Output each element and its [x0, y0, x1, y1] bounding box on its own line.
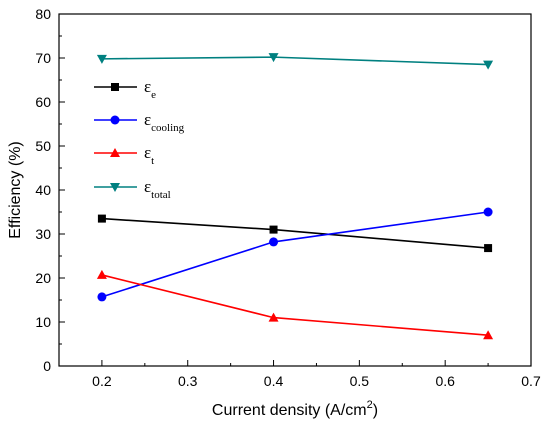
data-point-total — [483, 60, 494, 70]
data-point-e — [484, 244, 493, 253]
y-tick-label: 20 — [35, 270, 51, 286]
data-point-e — [97, 214, 106, 223]
data-point-e — [269, 225, 278, 234]
x-tick-label: 0.3 — [178, 373, 198, 389]
data-point-total — [268, 53, 279, 63]
legend-label-cooling: εcooling — [144, 110, 185, 134]
y-tick-label: 50 — [35, 138, 51, 154]
x-tick-label: 0.2 — [92, 373, 112, 389]
legend-marker-t — [110, 148, 120, 157]
series-markers — [96, 53, 494, 340]
legend-label-total: εtotal — [144, 177, 171, 201]
data-point-cooling — [269, 237, 279, 247]
x-tick-label: 0.5 — [350, 373, 370, 389]
y-tick-label: 30 — [35, 226, 51, 242]
legend: εe εcooling εt εtotal — [94, 77, 185, 201]
x-axis-title-main: Current density (A/cm — [212, 402, 367, 419]
series-line-e — [101, 217, 489, 249]
x-tick-label: 0.4 — [264, 373, 284, 389]
x-axis-title-superscript: 2 — [367, 399, 373, 411]
data-point-t — [96, 269, 107, 279]
series-line-t — [101, 274, 489, 336]
y-tick-label: 10 — [35, 314, 51, 330]
data-point-t — [268, 312, 279, 322]
x-axis-title-suffix: ) — [373, 402, 378, 419]
data-point-t — [483, 330, 494, 340]
data-point-cooling — [483, 207, 493, 217]
legend-marker-total — [110, 183, 120, 192]
x-axis-ticks: 0.2 0.3 0.4 0.5 0.6 0.7 — [58, 360, 541, 389]
legend-marker-cooling — [110, 115, 120, 125]
data-point-total — [96, 54, 107, 64]
data-point-cooling — [97, 292, 107, 302]
y-tick-label: 0 — [43, 358, 51, 374]
series-line-total — [101, 56, 489, 66]
y-tick-label: 40 — [35, 182, 51, 198]
y-tick-label: 70 — [35, 50, 51, 66]
legend-label-e: εe — [144, 77, 156, 101]
y-axis-title: Efficiency (%) — [7, 141, 24, 239]
y-tick-label: 80 — [35, 6, 51, 22]
series-line-cooling — [101, 211, 489, 298]
x-tick-label: 0.7 — [521, 373, 541, 389]
x-tick-label: 0.6 — [435, 373, 455, 389]
x-axis-title: Current density (A/cm2) — [212, 399, 378, 419]
legend-label-t: εt — [144, 143, 154, 167]
plot-frame — [58, 13, 532, 367]
legend-marker-e — [111, 83, 119, 91]
y-axis-ticks: 0 10 20 30 40 50 60 70 80 — [35, 6, 65, 374]
y-tick-label: 60 — [35, 94, 51, 110]
